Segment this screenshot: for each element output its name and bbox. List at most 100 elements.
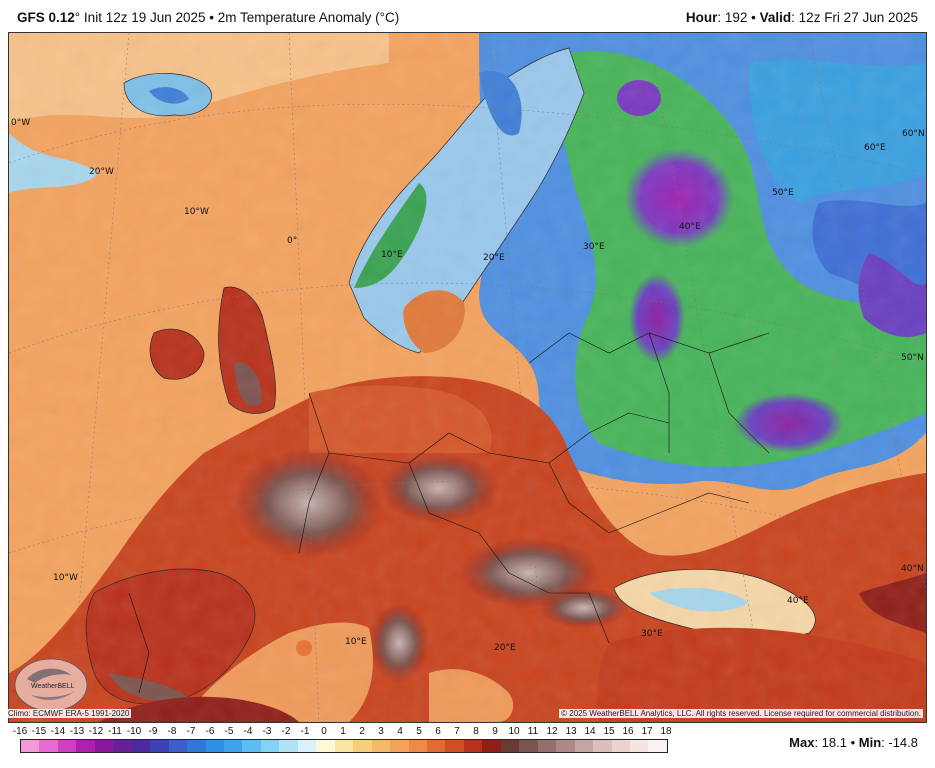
lon-label-10w-north: 10°W	[184, 207, 209, 217]
model-name: GFS 0.12	[17, 10, 75, 25]
legend-swatch	[574, 740, 594, 752]
legend-labels: -16 -15 -14 -13 -12 -11 -10 -9 -8 -7 -6 -5 -4 -3 -2 -1 0…	[13, 724, 672, 738]
lon-label-30e: 30°E	[583, 242, 605, 252]
legend-tick-label: 17	[641, 726, 653, 737]
copyright-note: © 2025 WeatherBELL Analytics, LLC. All r…	[559, 709, 923, 718]
legend-swatch	[260, 740, 280, 752]
anomaly-map[interactable]: 0°W 20°W 10°W 0° 10°E 20°E 30°E 40°E 50°…	[8, 32, 927, 723]
legend-swatch	[426, 740, 446, 752]
legend-swatch	[57, 740, 77, 752]
forecast-hour-valid: Hour: 192 • Valid: 12z Fri 27 Jun 2025	[686, 10, 918, 25]
valid-label: Valid	[759, 10, 792, 25]
graticule	[9, 33, 926, 722]
legend-tick-label: 13	[565, 726, 577, 737]
legend-swatch	[113, 740, 132, 752]
climo-note: Climo: ECMWF ERA-5 1991-2020	[6, 709, 132, 718]
legend-swatch	[168, 740, 188, 752]
header: GFS 0.12° Init 12z 19 Jun 2025 • 2m Temp…	[0, 0, 935, 32]
legend-tick-label: -13	[69, 726, 85, 737]
lon-label-30e-south: 30°E	[641, 629, 663, 639]
legend-swatch	[187, 740, 206, 752]
legend-tick-label: -5	[224, 726, 234, 737]
legend-swatch	[593, 740, 612, 752]
max-min-stats: Max: 18.1 • Min: -14.8	[789, 735, 918, 750]
map-canvas: 0°W 20°W 10°W 0° 10°E 20°E 30°E 40°E 50°…	[9, 33, 926, 722]
legend-tick-label: -14	[50, 726, 66, 737]
legend-tick-label: 9	[492, 726, 498, 737]
lat-label-60n: 60°N	[902, 129, 925, 139]
map-title: GFS 0.12° Init 12z 19 Jun 2025 • 2m Temp…	[17, 10, 399, 25]
lon-label-20w: 20°W	[89, 167, 114, 177]
legend-swatch	[408, 740, 427, 752]
legend-swatch	[205, 740, 224, 752]
lon-label-20e-south: 20°E	[494, 643, 516, 653]
legend-swatch	[463, 740, 483, 752]
legend-swatch	[537, 740, 557, 752]
legend-tick-label: -16	[12, 726, 28, 737]
legend-swatch	[648, 740, 667, 752]
lon-label-10e: 10°E	[381, 250, 403, 260]
legend-swatch	[223, 740, 243, 752]
lon-label-10e-south: 10°E	[345, 637, 367, 647]
max-value: : 18.1 •	[814, 735, 859, 750]
legend-tick-label: 3	[378, 726, 384, 737]
legend-tick-label: -9	[148, 726, 158, 737]
legend-tick-label: -6	[205, 726, 215, 737]
legend-tick-label: 16	[622, 726, 634, 737]
legend-tick-label: 4	[397, 726, 403, 737]
legend-swatch	[150, 740, 169, 752]
legend-swatch	[279, 740, 298, 752]
lat-label-50n: 50°N	[901, 353, 924, 363]
legend-swatch	[76, 740, 95, 752]
legend-tick-label: 15	[603, 726, 615, 737]
legend-tick-label: -10	[126, 726, 142, 737]
legend-swatch	[629, 740, 649, 752]
logo-text: WeatherBELL	[31, 683, 75, 690]
legend-tick-label: 6	[435, 726, 441, 737]
legend-swatch	[316, 740, 335, 752]
legend-swatch	[445, 740, 464, 752]
legend-tick-label: 8	[473, 726, 479, 737]
lon-label-20e: 20°E	[483, 253, 505, 263]
hour-value: : 192 •	[717, 10, 760, 25]
legend-tick-label: -4	[243, 726, 253, 737]
legend-swatch	[371, 740, 391, 752]
legend-swatch	[21, 740, 40, 752]
color-legend: -16 -15 -14 -13 -12 -11 -10 -9 -8 -7 -6 -5 -4 -3 -2 -1 0…	[13, 724, 672, 764]
lon-label-50e: 50°E	[772, 188, 794, 198]
legend-tick-label: 14	[584, 726, 596, 737]
lon-label-40e-north: 40°E	[679, 222, 701, 232]
max-label: Max	[789, 735, 815, 750]
lon-label-10w-south: 10°W	[53, 573, 78, 583]
legend-tick-label: -3	[262, 726, 272, 737]
legend-tick-label: -8	[167, 726, 177, 737]
lon-label-0: 0°	[287, 236, 297, 246]
legend-swatch	[94, 740, 114, 752]
legend-tick-label: -2	[281, 726, 291, 737]
field-texture	[9, 33, 926, 722]
min-value: : -14.8	[881, 735, 918, 750]
legend-tick-label: 5	[416, 726, 422, 737]
legend-tick-label: 18	[660, 726, 672, 737]
legend-swatch	[39, 740, 58, 752]
legend-tick-label: 2	[359, 726, 365, 737]
min-label: Min	[858, 735, 882, 750]
legend-swatch	[131, 740, 151, 752]
lat-label-40n: 40°N	[901, 564, 924, 574]
legend-swatch	[242, 740, 261, 752]
legend-tick-label: 0	[321, 726, 327, 737]
init-and-field: ° Init 12z 19 Jun 2025 • 2m Temperature …	[74, 10, 400, 25]
legend-tick-label: 7	[454, 726, 460, 737]
legend-swatch	[482, 740, 501, 752]
legend-tick-label: -12	[88, 726, 104, 737]
legend-swatch	[556, 740, 575, 752]
legend-tick-label: 11	[527, 726, 539, 737]
valid-value: : 12z Fri 27 Jun 2025	[791, 10, 918, 25]
legend-tick-label: -15	[31, 726, 47, 737]
legend-tick-label: 1	[340, 726, 346, 737]
hour-label: Hour	[685, 10, 718, 25]
legend-tick-label: 12	[546, 726, 558, 737]
legend-tick-label: -1	[300, 726, 310, 737]
legend-swatch	[611, 740, 630, 752]
weatherbell-logo: WeatherBELL	[14, 658, 88, 712]
